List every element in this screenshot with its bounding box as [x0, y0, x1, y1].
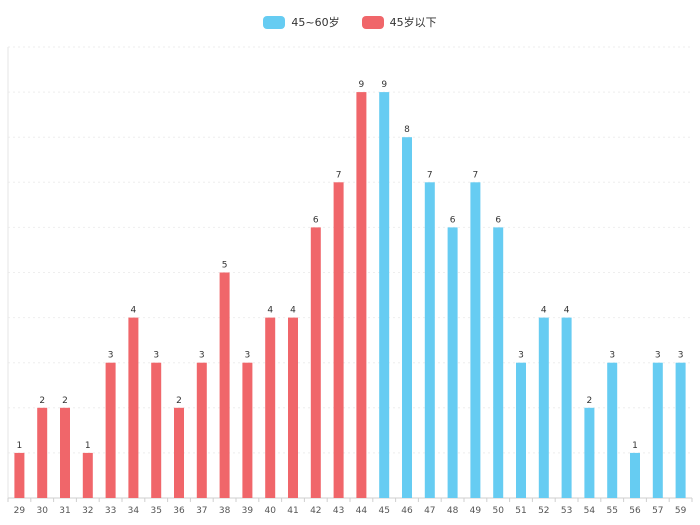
data-label-45: 9: [381, 80, 387, 90]
x-tick-label-41: 41: [287, 506, 298, 516]
x-tick-label-48: 48: [447, 506, 459, 516]
data-label-37: 3: [199, 351, 205, 361]
bar-29: [14, 452, 25, 498]
bar-30: [37, 407, 48, 498]
bar-40: [265, 317, 276, 498]
bar-42: [310, 227, 321, 498]
chart-legend: 45~60岁 45岁以下: [0, 14, 700, 30]
bar-34: [128, 317, 139, 498]
data-label-36: 2: [176, 396, 182, 406]
data-label-54: 2: [587, 396, 593, 406]
bar-33: [105, 362, 116, 498]
x-tick-label-36: 36: [173, 506, 185, 516]
legend-label-under-45: 45岁以下: [389, 16, 437, 29]
data-label-33: 3: [108, 351, 114, 361]
x-tick-label-31: 31: [59, 506, 70, 516]
data-label-52: 4: [541, 306, 547, 316]
data-label-31: 2: [62, 396, 68, 406]
data-label-59: 3: [678, 351, 684, 361]
bar-57: [652, 362, 663, 498]
bar-43: [333, 182, 344, 499]
x-tick-label-34: 34: [128, 506, 140, 516]
x-tick-label-53: 53: [561, 506, 572, 516]
legend-item-45-60[interactable]: 45~60岁: [263, 14, 340, 30]
bar-32: [82, 452, 93, 498]
bar-45: [379, 92, 390, 498]
data-label-46: 8: [404, 125, 410, 135]
data-label-40: 4: [267, 306, 273, 316]
data-label-29: 1: [17, 441, 23, 451]
x-tick-label-42: 42: [310, 506, 321, 516]
x-tick-label-30: 30: [36, 506, 48, 516]
x-tick-label-52: 52: [538, 506, 549, 516]
data-label-44: 9: [359, 80, 365, 90]
data-label-32: 1: [85, 441, 91, 451]
x-tick-label-43: 43: [333, 506, 344, 516]
data-label-43: 7: [336, 170, 342, 180]
x-tick-label-45: 45: [378, 506, 389, 516]
data-label-42: 6: [313, 215, 319, 225]
bar-52: [538, 317, 549, 498]
data-label-55: 3: [609, 351, 615, 361]
x-tick-label-54: 54: [584, 506, 596, 516]
legend-swatch-under-45: [361, 15, 384, 29]
data-label-41: 4: [290, 306, 296, 316]
legend-swatch-45-60: [263, 15, 286, 29]
bar-47: [424, 182, 435, 499]
bar-53: [561, 317, 572, 498]
bar-38: [219, 272, 230, 498]
x-tick-label-55: 55: [606, 506, 617, 516]
data-label-57: 3: [655, 351, 661, 361]
x-tick-label-33: 33: [105, 506, 116, 516]
bar-37: [196, 362, 207, 498]
x-tick-label-35: 35: [150, 506, 161, 516]
bar-35: [151, 362, 162, 498]
bar-31: [60, 407, 70, 498]
bar-50: [493, 227, 504, 498]
x-tick-label-47: 47: [424, 506, 435, 516]
x-tick-label-44: 44: [356, 506, 368, 516]
data-label-53: 4: [564, 306, 570, 316]
x-tick-label-38: 38: [219, 506, 231, 516]
bar-49: [470, 182, 481, 499]
bar-51: [516, 362, 526, 498]
x-tick-label-56: 56: [629, 506, 641, 516]
data-label-47: 7: [427, 170, 433, 180]
x-tick-label-29: 29: [14, 506, 26, 516]
bar-56: [630, 452, 640, 498]
bar-44: [356, 92, 367, 498]
bar-59: [675, 362, 686, 498]
x-tick-label-32: 32: [82, 506, 93, 516]
bar-55: [607, 362, 618, 498]
bar-36: [174, 407, 184, 498]
data-label-30: 2: [39, 396, 45, 406]
data-label-35: 3: [153, 351, 159, 361]
legend-item-under-45[interactable]: 45岁以下: [361, 14, 437, 30]
data-label-34: 4: [131, 306, 137, 316]
x-tick-label-59: 59: [675, 506, 687, 516]
x-tick-label-37: 37: [196, 506, 207, 516]
data-label-48: 6: [450, 215, 456, 225]
x-tick-label-39: 39: [242, 506, 254, 516]
bar-39: [242, 362, 253, 498]
data-label-49: 7: [473, 170, 479, 180]
bar-48: [447, 227, 458, 498]
x-tick-label-57: 57: [652, 506, 663, 516]
data-label-39: 3: [245, 351, 251, 361]
bar-46: [402, 137, 412, 498]
bar-54: [584, 407, 595, 498]
x-tick-label-50: 50: [492, 506, 504, 516]
x-tick-label-46: 46: [401, 506, 413, 516]
data-label-50: 6: [495, 215, 501, 225]
x-tick-label-51: 51: [515, 506, 526, 516]
x-tick-label-40: 40: [264, 506, 276, 516]
data-label-56: 1: [632, 441, 638, 451]
data-label-38: 5: [222, 261, 228, 271]
legend-label-45-60: 45~60岁: [291, 16, 340, 29]
bar-41: [288, 317, 298, 498]
x-tick-label-49: 49: [470, 506, 482, 516]
data-label-51: 3: [518, 351, 524, 361]
